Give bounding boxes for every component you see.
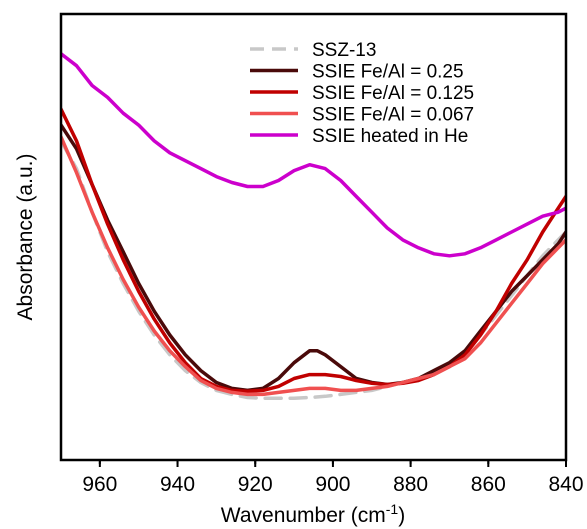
x-tick-label: 840 xyxy=(548,473,583,496)
legend-label-5: SSIE heated in He xyxy=(312,126,468,147)
x-tick-label: 860 xyxy=(471,473,506,496)
legend-label-2: SSIE Fe/Al = 0.25 xyxy=(312,62,464,83)
series-line-4 xyxy=(61,135,566,397)
series-line-3 xyxy=(61,107,566,393)
series-line-1 xyxy=(61,139,566,401)
legend-label-3: SSIE Fe/Al = 0.125 xyxy=(312,83,474,104)
x-tick-label: 960 xyxy=(82,473,117,496)
plot-frame xyxy=(59,12,568,462)
x-tick-label: 920 xyxy=(238,473,273,496)
x-ticks: 960 940 920 900 880 860 840 xyxy=(82,460,584,496)
series-line-5 xyxy=(61,52,566,258)
x-axis-label-superscript: -1 xyxy=(386,501,399,517)
y-axis-label: Absorbance (a.u.) xyxy=(14,154,37,321)
x-tick-label: 880 xyxy=(393,473,428,496)
legend-label-1: SSZ-13 xyxy=(312,40,376,61)
x-axis-label: Wavenumber (cm-1) xyxy=(221,501,405,527)
legend-label-4: SSIE Fe/Al = 0.067 xyxy=(312,105,474,126)
x-tick-label: 900 xyxy=(315,473,350,496)
x-axis-label-close: ) xyxy=(398,504,405,527)
series-layer xyxy=(61,52,566,401)
x-tick-label: 940 xyxy=(160,473,195,496)
x-axis-label-text: Wavenumber (cm xyxy=(221,504,386,527)
